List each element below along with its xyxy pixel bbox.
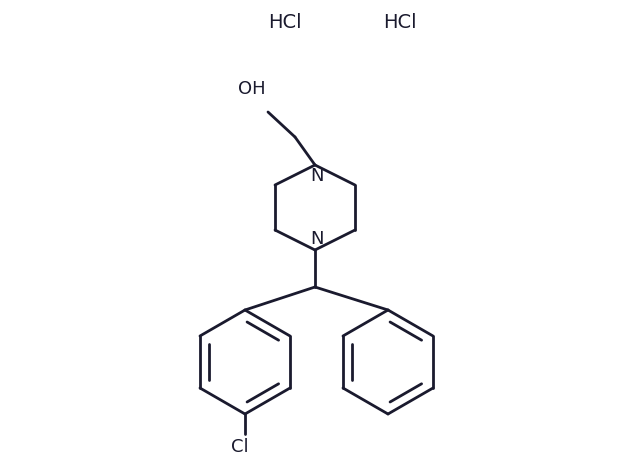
Text: N: N [310,230,324,248]
Text: HCl: HCl [383,13,417,31]
Text: N: N [310,167,324,185]
Text: HCl: HCl [268,13,302,31]
Text: Cl: Cl [231,438,249,456]
Text: OH: OH [238,80,266,98]
